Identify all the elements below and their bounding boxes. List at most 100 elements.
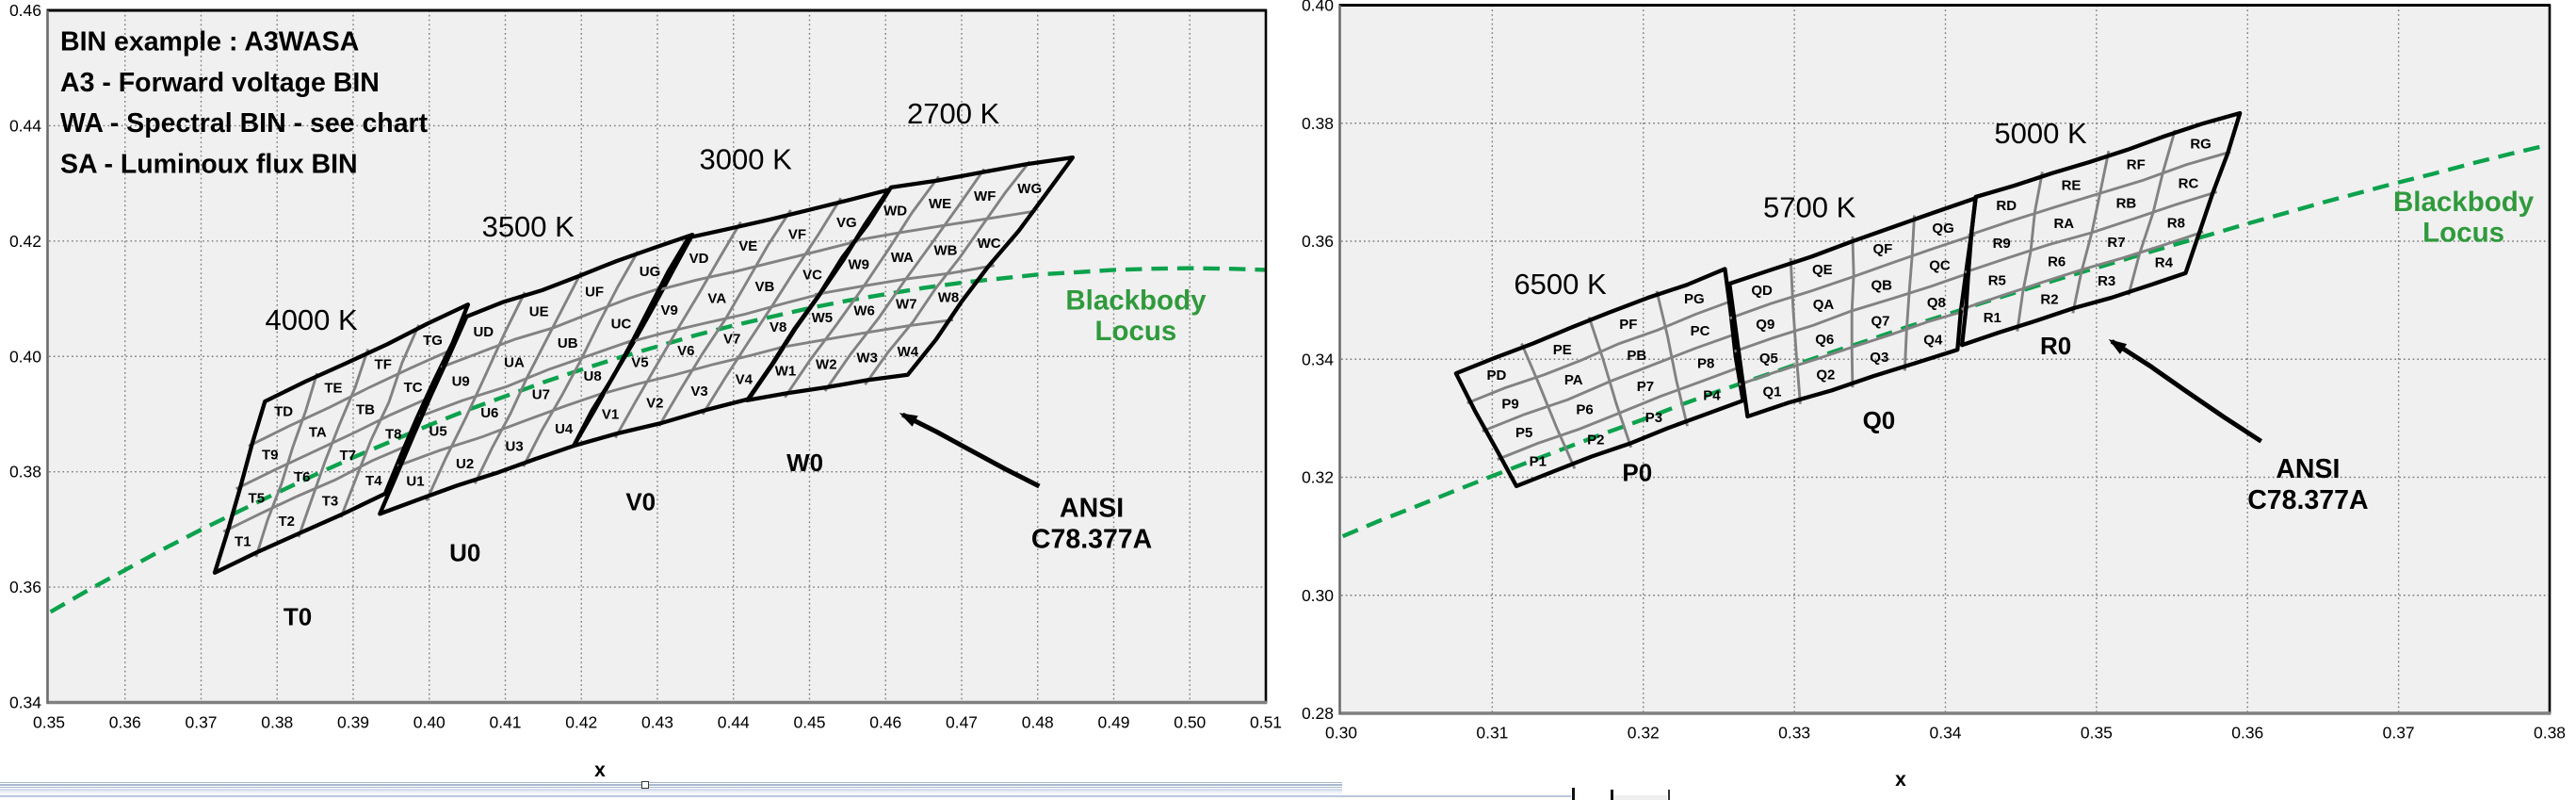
cell-label-U1: U1 [406,473,424,489]
cell-label-R3: R3 [2098,273,2115,289]
blackbody-locus-label-line: Blackbody [2393,187,2535,218]
cell-label-Q2: Q2 [1816,367,1835,383]
x-tick-label: 0.31 [1476,724,1508,743]
tick-labels: 0.35 0.36 0.37 0.38 0.39 0.40 0.41 0.42 0.43 0.44… [9,1,1282,732]
ansi-standard-label-line: ANSI [1060,494,1124,524]
cell-label-T5: T5 [249,491,266,507]
cell-label-VF: VF [788,227,806,243]
cell-label-VC: VC [802,267,822,283]
bin-subgrid-line [235,396,431,491]
bin-subgrid [397,251,668,501]
y-tick-label: 0.42 [9,232,41,251]
bin-subgrid [1466,290,1743,469]
cell-label-W2: W2 [816,357,837,373]
cell-label-VG: VG [836,215,857,231]
bin-outline [378,232,695,516]
cell-label-V3: V3 [690,384,707,400]
x-axis-label: x [594,759,606,781]
bin-subgrid-line [1738,309,1967,386]
cell-label-W6: W6 [853,303,875,319]
cell-label-Q3: Q3 [1870,350,1888,366]
cell-label-RB: RB [2116,196,2137,212]
annotation-arrow-shaft [2110,339,2263,444]
scrollbar-groove-band[interactable] [0,788,1342,796]
bin-name-label-Q0: Q0 [1863,406,1896,434]
cell-label-R1: R1 [1984,310,2001,326]
window-border-fragment [1667,790,1671,800]
bin-name-label-T0: T0 [284,602,312,630]
x-tick-label: 0.37 [2383,724,2415,743]
cell-label-R8: R8 [2167,216,2185,232]
cell-label-P2: P2 [1587,432,1604,448]
bin-subgrid-line [418,337,638,418]
bin-quad-T0: T1 T2 T3 T4 T5 T6 T7 T8 T9 TA TB TC TD TE TF TG T0 4000 K [212,302,471,630]
x-tick-label: 0.33 [1778,724,1810,743]
cell-label-W3: W3 [856,351,878,367]
cell-label-TB: TB [356,402,375,418]
bin-subgrid-line [851,209,1036,243]
y-tick-label: 0.38 [9,463,41,482]
cell-label-R7: R7 [2107,235,2125,251]
window-edge-line [0,794,1571,797]
x-tick-label: 0.37 [185,713,217,732]
cell-label-W5: W5 [812,310,834,326]
cell-label-QE: QE [1812,262,1833,278]
cell-label-WB: WB [934,242,958,258]
cell-label-V2: V2 [646,395,663,411]
bin-subgrid-line [1729,233,1976,320]
cell-label-RA: RA [2053,216,2074,232]
cell-label-TD: TD [274,404,293,420]
cell-label-RG: RG [2190,137,2211,153]
cell-label-Q5: Q5 [1759,351,1778,367]
cell-label-U7: U7 [532,387,550,403]
cell-label-T9: T9 [262,448,279,464]
cct-label-P0: 6500 K [1514,268,1607,301]
bin-quad-U0: U1 U2 U3 U4 U5 U6 U7 U8 U9 UA UB UC UD UE UF UG U0 3500 K [378,210,695,566]
y-tick-label: 0.46 [9,1,41,20]
y-tick-label: 0.28 [1302,704,1334,723]
blackbody-locus-curve [49,266,1267,614]
cell-label-P8: P8 [1697,355,1714,371]
bin-subgrid-line [1968,150,2231,237]
bin-subgrid [778,160,1036,399]
chart-right: P1 P2 P3 P4 P5 P6 P7 P8 P9 PA PB PC PD PE PF PG P0 6500 K… [1302,0,2566,791]
x-tick-label: 0.35 [33,713,65,732]
cell-label-P9: P9 [1501,397,1518,413]
bin-subgrid [1961,129,2231,332]
cell-label-TG: TG [423,333,443,349]
bin-subgrid-line [784,175,940,399]
blackbody-locus-label-line: Locus [1094,316,1176,347]
cell-label-W8: W8 [938,289,960,305]
blackbody-locus-curve [1341,142,2549,539]
y-tick-label: 0.36 [1302,232,1334,251]
cell-label-U5: U5 [429,424,447,440]
bin-name-label-R0: R0 [2040,332,2071,360]
cell-label-P5: P5 [1515,425,1532,441]
bin-subgrid-line [248,349,452,448]
chart-title-line: SA - Luminoux flux BIN [60,149,358,179]
scrollbar-drag-handle[interactable] [641,780,650,790]
cell-label-UF: UF [585,284,604,300]
bin-subgrid-line [1482,332,1739,433]
x-tick-label: 0.49 [1097,713,1129,732]
cell-label-R4: R4 [2155,255,2174,271]
x-tick-label: 0.36 [109,713,141,732]
cell-label-PB: PB [1627,348,1646,364]
cell-label-WE: WE [929,196,951,212]
cell-label-P7: P7 [1637,379,1654,395]
y-tick-label: 0.40 [1302,0,1334,15]
cell-label-Q1: Q1 [1762,384,1781,400]
cell-label-QC: QC [1929,258,1951,274]
annotation-arrow-head [2108,338,2128,354]
x-tick-label: 0.39 [337,713,369,732]
bin-quad-R0: R1 R2 R3 R4 R5 R6 R7 R8 R9 RA RB RC RD RE RF RG R0 5000 K [1959,110,2243,360]
cct-label-R0: 5000 K [1994,117,2087,150]
cell-label-PF: PF [1619,317,1637,333]
plot-frame [1338,4,2552,715]
bin-outline [212,302,471,575]
y-tick-label: 0.36 [9,578,41,596]
x-tick-label: 0.34 [1929,724,1961,743]
scrollbar-groove-line [0,781,1342,784]
cell-label-P4: P4 [1703,388,1721,404]
